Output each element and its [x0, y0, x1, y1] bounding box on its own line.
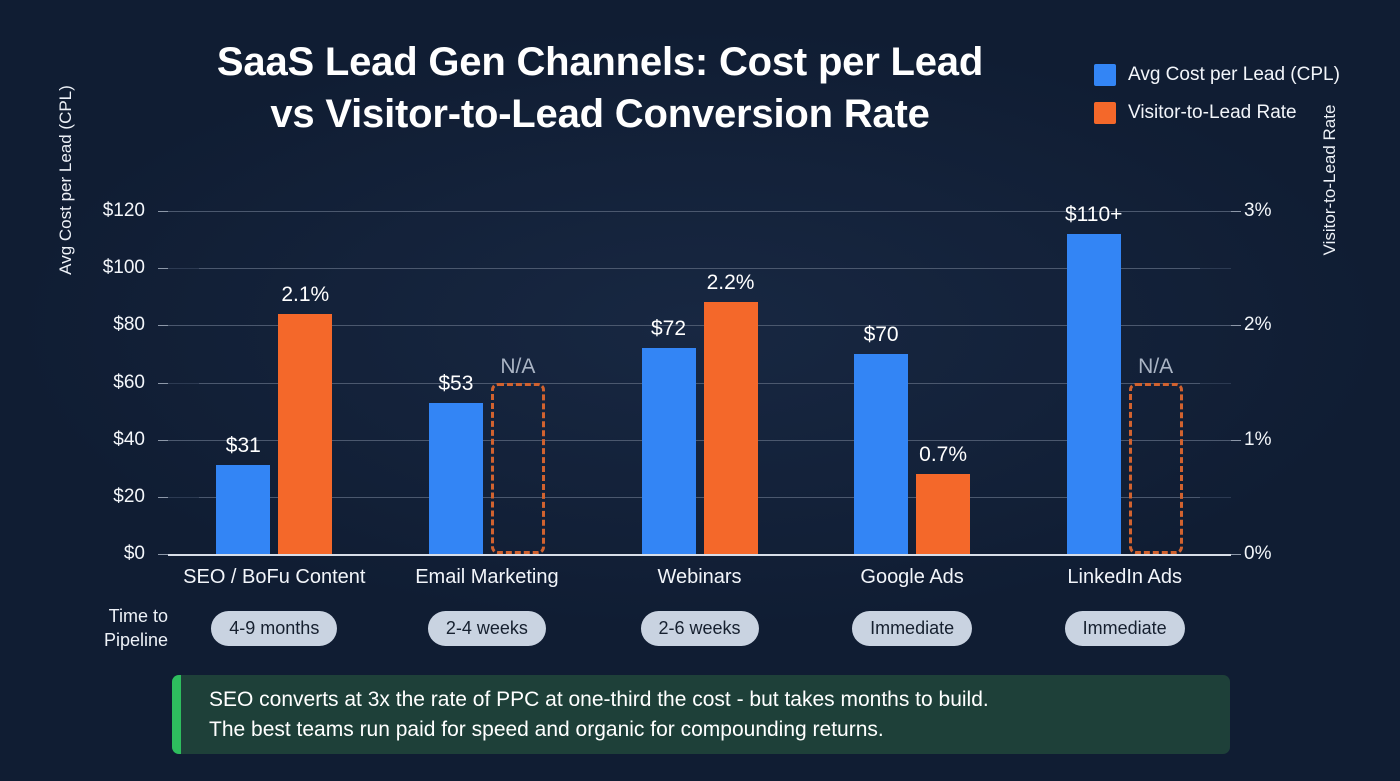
bar-rate[interactable]: 2.1% — [278, 283, 333, 554]
y-axis-left-tick-label: $40 — [113, 428, 145, 450]
y-axis-left-tick-mark — [158, 268, 168, 270]
legend-item-rate[interactable]: Visitor-to-Lead Rate — [1094, 96, 1340, 130]
bar-rate[interactable]: 0.7% — [916, 443, 971, 554]
callout-accent-bar — [172, 675, 181, 754]
chart-title-line-2: vs Visitor-to-Lead Conversion Rate — [270, 92, 930, 136]
gridline — [168, 496, 1231, 498]
y-axis-left-tick-mark — [158, 439, 168, 441]
pipeline-badge: Immediate — [1064, 611, 1185, 646]
y-axis-right-tick-mark — [1231, 554, 1241, 555]
chart-legend: Avg Cost per Lead (CPL) Visitor-to-Lead … — [1094, 58, 1340, 134]
callout-text: SEO converts at 3x the rate of PPC at on… — [181, 685, 1009, 745]
pipeline-badge: 2-6 weeks — [640, 611, 759, 646]
bar-value-label-rate: N/A — [1138, 354, 1174, 378]
chart-header: SaaS Lead Gen Channels: Cost per Lead vs… — [0, 0, 1400, 160]
y-axis-left-tick-label: $80 — [113, 314, 145, 336]
x-axis-category-labels: SEO / BoFu Content Email Marketing Webinar… — [168, 566, 1231, 596]
pipeline-axis-label-line-2: Pipeline — [103, 630, 168, 650]
bar-value-label-rate: 0.7% — [919, 442, 968, 466]
pipeline-badge: 4-9 months — [211, 611, 338, 646]
gridline-minor — [1200, 382, 1231, 384]
insight-callout: SEO converts at 3x the rate of PPC at on… — [172, 675, 1230, 754]
bar-group: $31 2.1% — [216, 211, 333, 554]
y-axis-right-tick-label: 1% — [1244, 428, 1272, 450]
y-axis-right-tick-mark — [1231, 211, 1241, 212]
bar-value-label-cpl: $70 — [863, 322, 899, 346]
chart-title-line-1: SaaS Lead Gen Channels: Cost per Lead — [216, 40, 984, 84]
pipeline-badge: Immediate — [852, 611, 973, 646]
legend-label-rate: Visitor-to-Lead Rate — [1128, 102, 1297, 123]
y-axis-right-tick-label: 2% — [1244, 314, 1272, 336]
pipeline-badge: 2-4 weeks — [427, 611, 546, 646]
legend-item-cpl[interactable]: Avg Cost per Lead (CPL) — [1094, 58, 1340, 92]
bar-group: $72 2.2% — [641, 211, 758, 554]
pipeline-axis-label-line-1: Time to — [108, 606, 168, 626]
bar-group: $53 N/A — [428, 211, 545, 554]
bar-rate[interactable]: 2.2% — [703, 271, 758, 554]
bar-cpl[interactable]: $72 — [641, 317, 696, 554]
y-axis-right-tick-mark — [1231, 439, 1241, 441]
gridline-minor — [1200, 268, 1231, 270]
bar-value-label-rate: 2.2% — [706, 271, 755, 295]
bar-rate-na-placeholder[interactable]: N/A — [1128, 355, 1183, 554]
y-axis-left-tick-label: $120 — [102, 200, 145, 221]
gridline — [168, 325, 1231, 327]
bar-rate-na-placeholder[interactable]: N/A — [490, 355, 545, 554]
callout-line-2: The best teams run paid for speed and or… — [209, 717, 884, 741]
bar-value-label-cpl: $110+ — [1064, 202, 1123, 226]
y-axis-left-tick-label: $100 — [102, 257, 145, 279]
x-axis-category-label: Google Ads — [860, 566, 964, 588]
y-axis-left-tick-label: $60 — [113, 371, 145, 393]
bar-group: $70 0.7% — [854, 211, 971, 554]
gridline-minor — [168, 382, 199, 384]
gridline-minor — [168, 496, 199, 498]
y-axis-left-tick-mark — [158, 382, 168, 384]
gridline — [168, 439, 1231, 441]
y-axis-right-tick-mark — [1231, 325, 1241, 327]
y-axis-right-tick-label: 3% — [1244, 200, 1272, 221]
y-axis-left-tick-mark — [158, 554, 168, 555]
bar-value-label-cpl: $72 — [650, 317, 687, 341]
gridline — [168, 268, 1231, 270]
x-axis-category-label: Webinars — [657, 566, 742, 588]
callout-line-1: SEO converts at 3x the rate of PPC at on… — [209, 687, 989, 711]
y-axis-left-tick-mark — [158, 211, 168, 212]
legend-swatch-cpl — [1094, 64, 1116, 86]
x-axis-category-label: Email Marketing — [415, 566, 559, 588]
bar-value-label-cpl: $31 — [225, 434, 261, 458]
y-axis-left-tick-mark — [158, 496, 168, 498]
chart-title: SaaS Lead Gen Channels: Cost per Lead vs… — [120, 36, 1080, 140]
x-axis-category-label: LinkedIn Ads — [1067, 566, 1182, 588]
legend-label-cpl: Avg Cost per Lead (CPL) — [1128, 64, 1340, 85]
bar-group: $110+ N/A — [1065, 203, 1183, 554]
y-axis-left-tick-mark — [158, 325, 168, 327]
y-axis-right-tick-label: 0% — [1244, 543, 1272, 564]
bar-value-label-cpl: $53 — [438, 371, 474, 395]
gridline-minor — [1200, 496, 1231, 498]
y-axis-left-tick-label: $20 — [113, 485, 145, 507]
bar-cpl[interactable]: $70 — [854, 323, 909, 554]
x-axis-baseline — [168, 554, 1231, 556]
bar-cpl[interactable]: $31 — [216, 434, 271, 554]
legend-swatch-rate — [1094, 102, 1116, 124]
bar-cpl[interactable]: $110+ — [1065, 203, 1122, 554]
gridline — [168, 211, 1231, 212]
x-axis-category-label: SEO / BoFu Content — [183, 566, 366, 588]
bar-value-label-rate: N/A — [500, 354, 536, 378]
y-axis-left-tick-label: $0 — [123, 543, 145, 564]
gridline-minor — [168, 268, 199, 270]
gridline — [168, 382, 1231, 384]
bar-value-label-rate: 2.1% — [281, 282, 330, 306]
bar-cpl[interactable]: $53 — [428, 372, 483, 554]
pipeline-badges-row: 4-9 months 2-4 weeks 2-6 weeks Immediate Imm… — [168, 611, 1231, 647]
bar-groups: $31 2.1% $53 N/A $72 2.2% $70 0.7% $110+ N/A — [168, 203, 1231, 554]
pipeline-axis-label: Time to Pipeline — [60, 604, 168, 652]
